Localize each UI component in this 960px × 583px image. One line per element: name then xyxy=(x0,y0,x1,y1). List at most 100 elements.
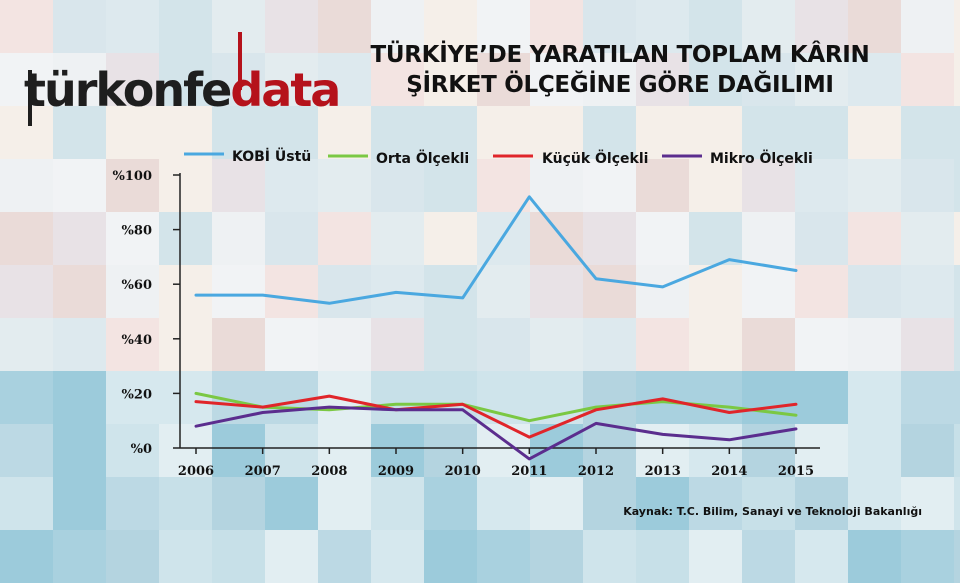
y-tick-label: %40 xyxy=(122,333,152,348)
background-tile xyxy=(212,424,265,477)
background-tile xyxy=(742,265,795,318)
background-tile xyxy=(954,53,960,106)
background-tile xyxy=(159,0,212,53)
x-tick-label: 2013 xyxy=(645,464,681,479)
background-tile xyxy=(689,53,742,106)
background-tile xyxy=(318,477,371,530)
background-tile xyxy=(318,212,371,265)
background-tile xyxy=(689,0,742,53)
background-tile xyxy=(954,318,960,371)
background-tile xyxy=(318,530,371,583)
x-tick-label: 2012 xyxy=(578,464,614,479)
background-tile xyxy=(901,159,954,212)
y-tick-label: %20 xyxy=(122,387,152,402)
background-tile xyxy=(53,265,106,318)
background-tile xyxy=(583,477,636,530)
background-tile xyxy=(848,0,901,53)
background-tile xyxy=(742,106,795,159)
background-tile xyxy=(901,477,954,530)
background-tile xyxy=(636,318,689,371)
background-tile xyxy=(530,530,583,583)
background-tile xyxy=(424,53,477,106)
background-tile xyxy=(424,159,477,212)
background-tile xyxy=(53,318,106,371)
background-tile xyxy=(106,424,159,477)
background-tile xyxy=(901,212,954,265)
background-tile xyxy=(689,530,742,583)
background-tile xyxy=(265,318,318,371)
background-tile xyxy=(689,371,742,424)
background-tile xyxy=(901,371,954,424)
background-tile xyxy=(212,530,265,583)
background-tile xyxy=(848,530,901,583)
background-tile xyxy=(265,371,318,424)
background-tile xyxy=(636,0,689,53)
legend-label: KOBİ Üstü xyxy=(232,147,311,165)
y-tick-label: %100 xyxy=(113,169,153,184)
background-tile xyxy=(795,371,848,424)
background-tile xyxy=(954,159,960,212)
background-tile xyxy=(689,212,742,265)
background-tile xyxy=(424,477,477,530)
background-tile xyxy=(159,371,212,424)
background-tile xyxy=(265,53,318,106)
background-tile xyxy=(795,0,848,53)
background-tile xyxy=(530,106,583,159)
background-tile xyxy=(795,212,848,265)
x-tick-label: 2009 xyxy=(378,464,414,479)
background-tile xyxy=(954,477,960,530)
logo-brand-text: türkonfe xyxy=(24,63,232,117)
background-tile xyxy=(265,159,318,212)
logo-bracket-right xyxy=(238,32,242,90)
background-tile xyxy=(583,0,636,53)
background-tile xyxy=(212,159,265,212)
background-tile xyxy=(477,0,530,53)
background-tile xyxy=(106,530,159,583)
background-tile xyxy=(636,477,689,530)
background-tile xyxy=(583,106,636,159)
background-tile xyxy=(689,318,742,371)
background-tile xyxy=(53,477,106,530)
background-tile xyxy=(954,371,960,424)
background-tile xyxy=(636,265,689,318)
background-tile xyxy=(742,212,795,265)
background-tile xyxy=(159,530,212,583)
background-tile xyxy=(954,424,960,477)
background-tile xyxy=(371,212,424,265)
background-tile xyxy=(954,0,960,53)
background-tile xyxy=(159,318,212,371)
logo-accent-text: data xyxy=(230,63,341,117)
background-tile xyxy=(0,424,53,477)
background-tile xyxy=(371,371,424,424)
background-tile xyxy=(583,424,636,477)
background-tile xyxy=(265,0,318,53)
background-tile xyxy=(53,530,106,583)
background-tile xyxy=(318,159,371,212)
background-tile xyxy=(106,265,159,318)
series-line xyxy=(194,405,798,461)
chart-title-line-1: TÜRKİYE’DE YARATILAN TOPLAM KÂRIN xyxy=(370,42,870,68)
legend-label: Küçük Ölçekli xyxy=(542,149,648,167)
chart-series xyxy=(194,195,798,461)
background-tile xyxy=(0,0,53,53)
logo-bracket-left xyxy=(28,70,32,126)
legend-label: Mikro Ölçekli xyxy=(710,149,813,167)
background-tile xyxy=(901,106,954,159)
background-tile xyxy=(318,265,371,318)
chart-title: TÜRKİYE’DE YARATILAN TOPLAM KÂRIN ŞİRKET… xyxy=(340,40,900,100)
background-tile xyxy=(583,212,636,265)
line-chart: KOBİ Üstü Orta Ölçekli Küçük Ölçekli Mikro … xyxy=(113,147,820,479)
y-tick-label: %80 xyxy=(122,224,152,239)
background-tile xyxy=(53,53,106,106)
background-tile xyxy=(477,477,530,530)
background-tile xyxy=(901,424,954,477)
series-line xyxy=(194,394,798,439)
background-tile xyxy=(265,265,318,318)
background-tile xyxy=(795,53,848,106)
background-tile xyxy=(636,106,689,159)
background-tile xyxy=(212,265,265,318)
background-tile xyxy=(848,318,901,371)
background-tile xyxy=(424,0,477,53)
background-tile xyxy=(530,318,583,371)
x-tick-label: 2011 xyxy=(511,464,547,479)
